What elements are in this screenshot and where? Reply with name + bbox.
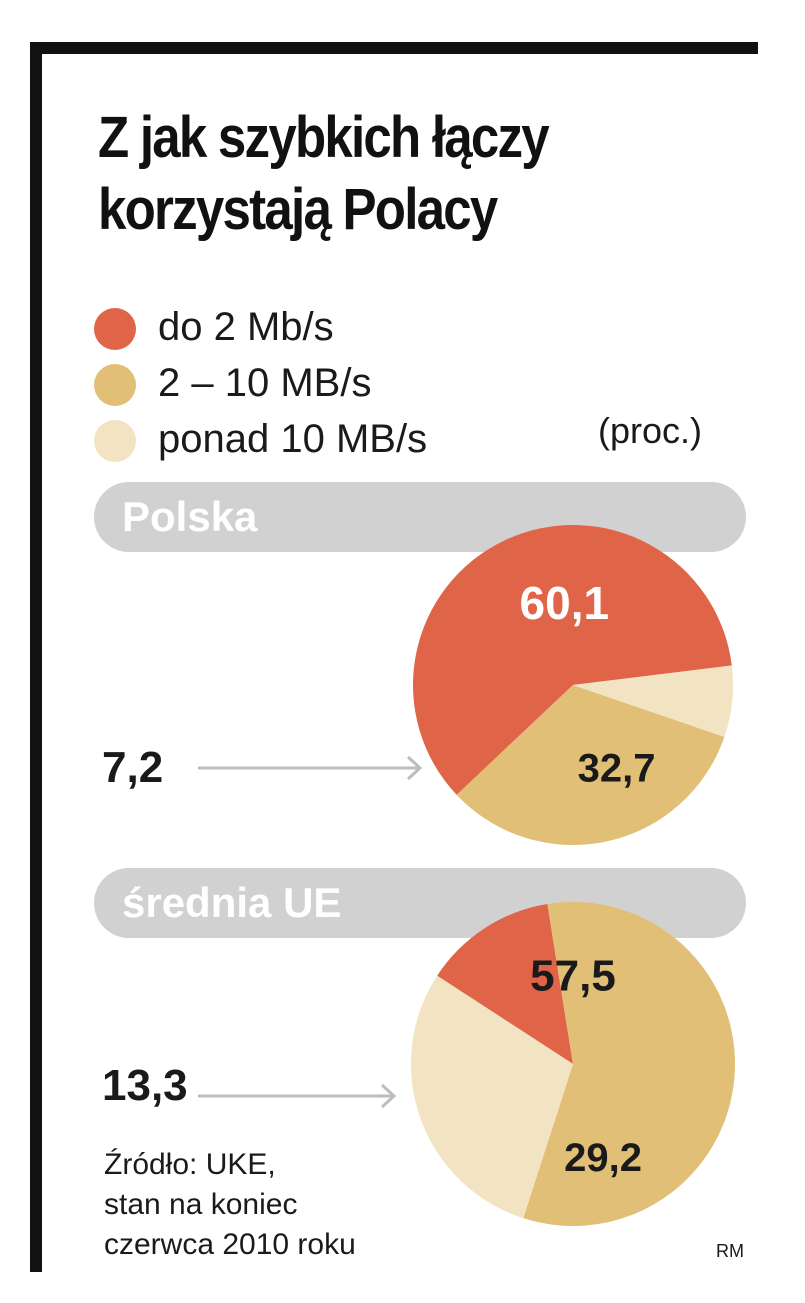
pie-slice bbox=[573, 665, 733, 737]
legend-label: ponad 10 MB/s bbox=[158, 417, 428, 461]
legend-label: do 2 Mb/s bbox=[158, 305, 334, 349]
legend-label: 2 – 10 MB/s bbox=[158, 361, 372, 405]
section-title-srednia-ue: średnia UE bbox=[122, 879, 342, 926]
section-title-polska: Polska bbox=[122, 493, 258, 540]
unit-note: (proc.) bbox=[598, 410, 703, 451]
legend-swatch-high bbox=[94, 420, 136, 462]
pie-slice bbox=[437, 904, 573, 1064]
chart-title: Z jak szybkich łączy korzystają Polacy bbox=[98, 102, 679, 246]
pie-value-label: 32,7 bbox=[578, 746, 656, 790]
frame-top-rule bbox=[30, 42, 758, 54]
source-note: Źródło: UKE, stan na koniec czerwca 2010… bbox=[104, 1145, 404, 1265]
callout-arrow-head bbox=[406, 755, 423, 781]
legend: do 2 Mb/s 2 – 10 MB/s ponad 10 MB/s bbox=[94, 300, 754, 468]
legend-swatch-mid bbox=[94, 364, 136, 406]
pie-value-label: 57,5 bbox=[530, 952, 616, 1001]
frame-left-rule bbox=[30, 42, 42, 1272]
callout-arrow-head bbox=[380, 1083, 397, 1109]
credit: RM bbox=[716, 1241, 744, 1261]
pie-slice bbox=[523, 902, 735, 1226]
pie-value-label: 13,3 bbox=[102, 1061, 188, 1110]
legend-item: ponad 10 MB/s bbox=[94, 412, 754, 468]
pie-slice bbox=[413, 525, 732, 795]
source-line-2: stan na koniec bbox=[104, 1188, 298, 1221]
source-line-1: Źródło: UKE, bbox=[104, 1148, 276, 1181]
pie-value-label: 29,2 bbox=[564, 1136, 642, 1180]
source-line-3: czerwca 2010 roku bbox=[104, 1228, 356, 1261]
legend-item: do 2 Mb/s bbox=[94, 300, 754, 356]
frame-corner-inner bbox=[42, 54, 160, 162]
pie-value-label: 7,2 bbox=[102, 743, 163, 792]
pie-value-label: 60,1 bbox=[520, 577, 610, 629]
pie-chart-srednia-ue: 13,3 57,5 29,2 bbox=[102, 902, 735, 1226]
legend-item: 2 – 10 MB/s bbox=[94, 356, 754, 412]
pie-slice bbox=[411, 975, 573, 1219]
chart-title-line-1: Z jak szybkich łączy bbox=[98, 105, 550, 170]
chart-title-line-2: korzystają Polacy bbox=[98, 177, 498, 242]
pie-chart-polska: 60,1 32,7 7,2 bbox=[102, 525, 733, 846]
legend-swatch-low bbox=[94, 308, 136, 350]
pie-slice bbox=[456, 685, 725, 846]
